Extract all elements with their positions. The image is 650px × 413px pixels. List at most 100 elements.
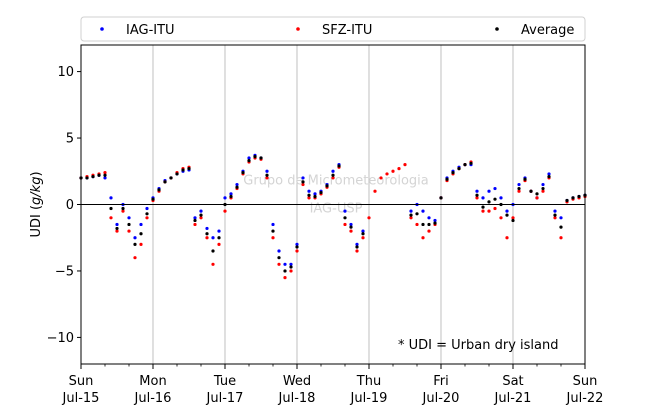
- data-point: [301, 180, 305, 184]
- data-point: [511, 216, 515, 220]
- data-point: [457, 167, 461, 171]
- watermark-line-1: Grupo de Micrometeorologia: [243, 174, 429, 189]
- data-point: [379, 176, 383, 180]
- watermark-layer: Grupo de Micrometeorologia IAG-USP: [243, 174, 429, 217]
- legend-marker: [296, 27, 300, 31]
- data-point: [277, 262, 281, 266]
- data-point: [559, 236, 563, 240]
- data-point: [283, 262, 287, 266]
- data-point: [541, 186, 545, 191]
- data-point: [415, 212, 419, 216]
- data-point: [517, 186, 521, 191]
- data-point: [445, 177, 449, 181]
- data-point: [565, 198, 569, 203]
- data-point: [487, 209, 491, 213]
- data-point: [91, 174, 95, 179]
- legend-label: SFZ-ITU: [322, 23, 372, 38]
- data-point: [325, 184, 329, 188]
- data-point: [439, 196, 443, 200]
- data-point: [217, 236, 221, 240]
- data-point: [307, 193, 311, 197]
- legend-box: [80, 16, 586, 42]
- data-point: [553, 209, 557, 213]
- data-point: [247, 159, 251, 163]
- data-point: [253, 155, 257, 159]
- data-point: [403, 163, 407, 167]
- data-point: [427, 216, 431, 220]
- data-point: [139, 242, 143, 246]
- data-point: [235, 185, 239, 189]
- data-point: [211, 236, 215, 240]
- data-point: [127, 229, 131, 233]
- data-point: [289, 262, 293, 266]
- legend-marker: [495, 27, 499, 31]
- x-tick-day-label: Sun: [573, 374, 598, 389]
- data-point: [271, 229, 275, 233]
- data-point: [205, 226, 209, 231]
- data-point: [115, 222, 119, 227]
- data-point: [85, 176, 89, 180]
- data-point: [499, 216, 503, 220]
- data-point: [109, 206, 113, 211]
- y-axis-label-prefix: UDI (: [29, 205, 44, 238]
- data-point: [217, 242, 221, 246]
- y-axis-label-unit: g/kg: [29, 177, 44, 205]
- data-point: [139, 232, 143, 236]
- data-point: [475, 196, 479, 200]
- data-point: [187, 167, 191, 171]
- data-point: [145, 216, 149, 220]
- data-point: [211, 249, 215, 253]
- data-point: [289, 265, 293, 269]
- data-point: [517, 189, 521, 193]
- x-tick-day-label: Sun: [69, 374, 94, 389]
- data-point: [313, 192, 317, 196]
- data-point: [517, 182, 521, 187]
- data-point: [199, 213, 203, 217]
- data-point: [127, 222, 131, 227]
- data-point: [109, 216, 113, 220]
- data-point: [145, 206, 149, 211]
- data-point: [391, 169, 395, 173]
- data-point: [295, 249, 299, 253]
- data-point: [361, 236, 365, 240]
- data-point: [271, 236, 275, 240]
- data-point: [385, 172, 389, 176]
- data-point: [337, 164, 341, 168]
- data-point: [469, 161, 473, 165]
- data-point: [199, 216, 203, 220]
- x-tick-day-label: Mon: [139, 374, 166, 389]
- data-point: [145, 212, 149, 216]
- data-point: [265, 173, 269, 177]
- data-point: [247, 156, 251, 160]
- data-point: [427, 222, 431, 227]
- data-point: [505, 236, 509, 240]
- data-point: [127, 216, 131, 220]
- x-tick-date-label: Jul-15: [62, 391, 100, 406]
- data-point: [367, 216, 371, 220]
- data-point: [355, 245, 359, 249]
- data-point: [421, 209, 425, 213]
- data-point: [319, 190, 323, 195]
- data-point: [229, 194, 233, 199]
- data-point: [307, 196, 311, 200]
- data-point: [115, 229, 119, 233]
- data-point: [571, 196, 575, 200]
- data-point: [361, 229, 365, 233]
- data-point: [205, 232, 209, 236]
- data-point: [259, 156, 263, 160]
- data-point: [301, 182, 305, 187]
- data-point: [349, 229, 353, 233]
- x-tick-date-label: Jul-20: [422, 391, 460, 406]
- legend-label: IAG-ITU: [126, 23, 175, 38]
- data-point: [283, 269, 287, 273]
- data-point: [481, 196, 485, 200]
- data-point: [343, 216, 347, 220]
- data-point: [295, 245, 299, 249]
- data-point: [133, 242, 137, 246]
- data-point: [577, 194, 581, 199]
- data-point: [133, 256, 137, 260]
- data-point: [157, 188, 161, 192]
- data-point: [217, 229, 221, 233]
- points-layer: [79, 153, 587, 280]
